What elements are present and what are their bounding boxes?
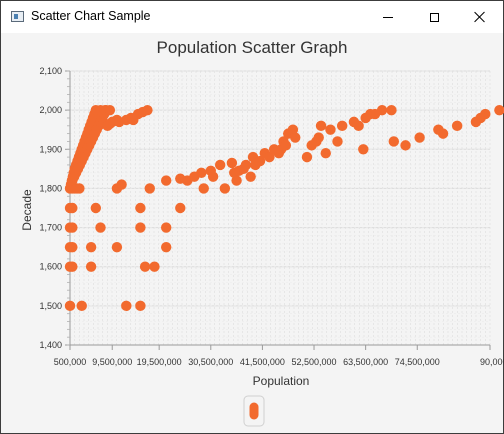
data-point [149, 261, 160, 272]
data-point [95, 222, 106, 233]
data-point [111, 241, 123, 253]
data-point [67, 222, 78, 233]
data-point [280, 140, 292, 151]
app-window-icon [11, 11, 24, 22]
data-point [139, 261, 151, 272]
x-tick-label: 52,500,000 [291, 357, 336, 367]
data-point [376, 104, 388, 116]
data-point [135, 222, 146, 233]
data-point [388, 136, 399, 147]
data-point [85, 261, 97, 272]
legend-symbol [249, 402, 259, 420]
y-tick-label: 1,900 [39, 144, 62, 154]
data-point [245, 171, 256, 182]
data-point [287, 124, 299, 135]
data-point [198, 183, 209, 194]
y-tick-label: 2,100 [39, 66, 62, 76]
data-point [301, 151, 313, 163]
minimize-button[interactable] [365, 1, 411, 33]
y-tick-label: 1,800 [39, 183, 62, 193]
maximize-icon [429, 12, 439, 22]
data-point [121, 300, 132, 312]
data-point [315, 120, 327, 131]
data-point [240, 159, 252, 171]
data-point [116, 179, 127, 190]
data-point [76, 300, 87, 312]
data-point [358, 144, 369, 155]
data-point [480, 108, 491, 120]
data-point [104, 104, 116, 116]
data-point [336, 120, 348, 131]
y-axis-title: Decade [20, 189, 34, 231]
data-point [332, 136, 343, 147]
y-tick-label: 1,400 [39, 340, 62, 350]
y-tick-label: 2,000 [39, 105, 62, 115]
x-tick-label: 63,500,000 [343, 357, 388, 367]
x-tick-label: 19,500,000 [137, 357, 182, 367]
data-point [64, 300, 76, 312]
data-point [161, 241, 172, 253]
data-point [85, 241, 97, 253]
data-point [353, 120, 364, 131]
x-tick-label: 500,000 [54, 357, 87, 367]
data-point [175, 202, 186, 214]
data-point [437, 128, 449, 139]
chart-legend [243, 395, 265, 427]
data-point [320, 148, 331, 159]
data-point [74, 183, 85, 194]
data-point [161, 175, 172, 186]
data-point [451, 120, 463, 131]
data-point [135, 202, 146, 214]
x-tick-label: 41,500,000 [240, 357, 285, 367]
data-point [219, 183, 231, 194]
data-point [135, 300, 146, 312]
data-point [400, 140, 411, 151]
data-point [414, 132, 425, 143]
data-point [254, 155, 266, 167]
data-point [67, 202, 78, 214]
y-tick-label: 1,700 [39, 223, 62, 233]
chart-title: Population Scatter Graph [156, 38, 348, 57]
data-point [290, 132, 301, 143]
x-tick-label: 90,000,000 [480, 357, 504, 367]
data-point [494, 104, 504, 116]
title-bar[interactable]: Scatter Chart Sample [1, 1, 503, 33]
data-point [144, 183, 155, 194]
x-tick-label: 9,500,000 [92, 357, 132, 367]
data-point [142, 104, 153, 116]
data-point [226, 157, 238, 169]
data-point [67, 241, 78, 253]
y-tick-label: 1,500 [39, 301, 62, 311]
data-point [325, 124, 336, 135]
data-point [196, 167, 207, 178]
data-point [214, 159, 226, 171]
x-tick-label: 74,500,000 [395, 357, 440, 367]
data-point [231, 175, 242, 186]
x-axis-title: Population [253, 374, 310, 388]
data-point [161, 222, 172, 233]
window-title: Scatter Chart Sample [31, 9, 151, 23]
maximize-button[interactable] [411, 1, 457, 33]
data-point [313, 132, 324, 143]
data-point [386, 104, 397, 116]
minimize-icon [383, 16, 393, 18]
data-point [90, 202, 102, 214]
data-point [264, 151, 275, 163]
data-point [207, 171, 219, 182]
x-tick-label: 30,500,000 [188, 357, 233, 367]
y-tick-label: 1,600 [39, 262, 62, 272]
data-point [67, 261, 78, 272]
